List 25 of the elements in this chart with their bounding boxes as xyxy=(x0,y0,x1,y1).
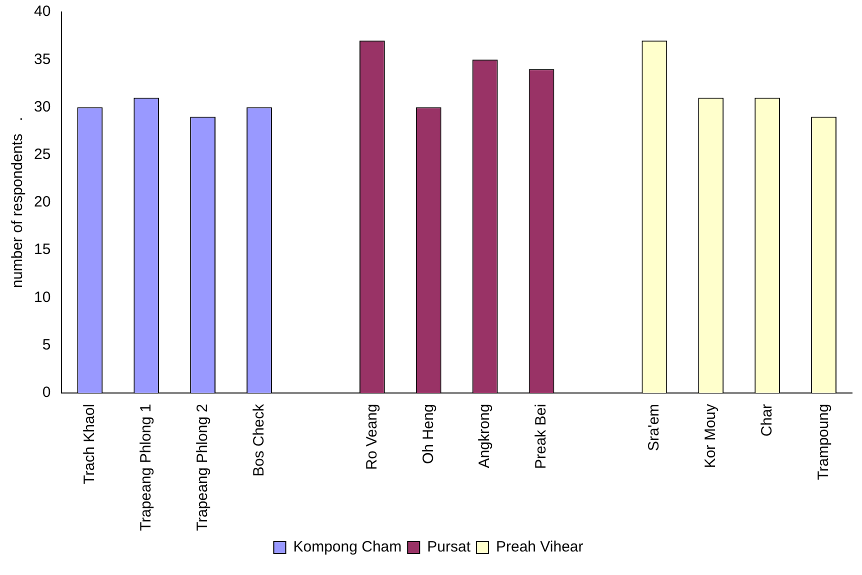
x-tick-label: Trapeang Phlong 2 xyxy=(194,404,211,532)
y-tick-label: 25 xyxy=(34,146,51,163)
legend-label: Kompong Cham xyxy=(293,538,402,556)
y-tick-label: 5 xyxy=(42,336,51,354)
y-tick-label: 40 xyxy=(34,3,51,20)
legend-label: Preah Vihear xyxy=(496,538,584,556)
legend-label: Pursat xyxy=(427,538,472,556)
x-tick-label: Sra'em xyxy=(646,404,663,452)
x-tick-label: Preak Bei xyxy=(532,404,550,470)
y-tick-label: 20 xyxy=(34,194,51,211)
x-tick-label: Oh Heng xyxy=(420,404,437,464)
x-tick-label: Char xyxy=(758,404,776,436)
y-tick-label: 10 xyxy=(34,288,51,306)
y-tick-label: 30 xyxy=(34,98,51,116)
x-tick-label: Trampoung xyxy=(814,404,832,480)
x-tick-label: Trach Khaol xyxy=(81,404,98,484)
x-tick-label: Angkrong xyxy=(476,404,494,468)
y-tick-label: 15 xyxy=(34,241,51,258)
y-tick-label: 35 xyxy=(34,50,51,68)
y-tick-label: 0 xyxy=(42,384,51,402)
x-tick-label: Ro Veang xyxy=(363,404,380,470)
y-axis-title: number of respondents . xyxy=(9,117,26,288)
x-tick-label: Trapeang Phlong 1 xyxy=(138,404,154,532)
x-tick-label: Kor Mouy xyxy=(702,403,720,468)
x-tick-label: Bos Check xyxy=(250,403,268,477)
